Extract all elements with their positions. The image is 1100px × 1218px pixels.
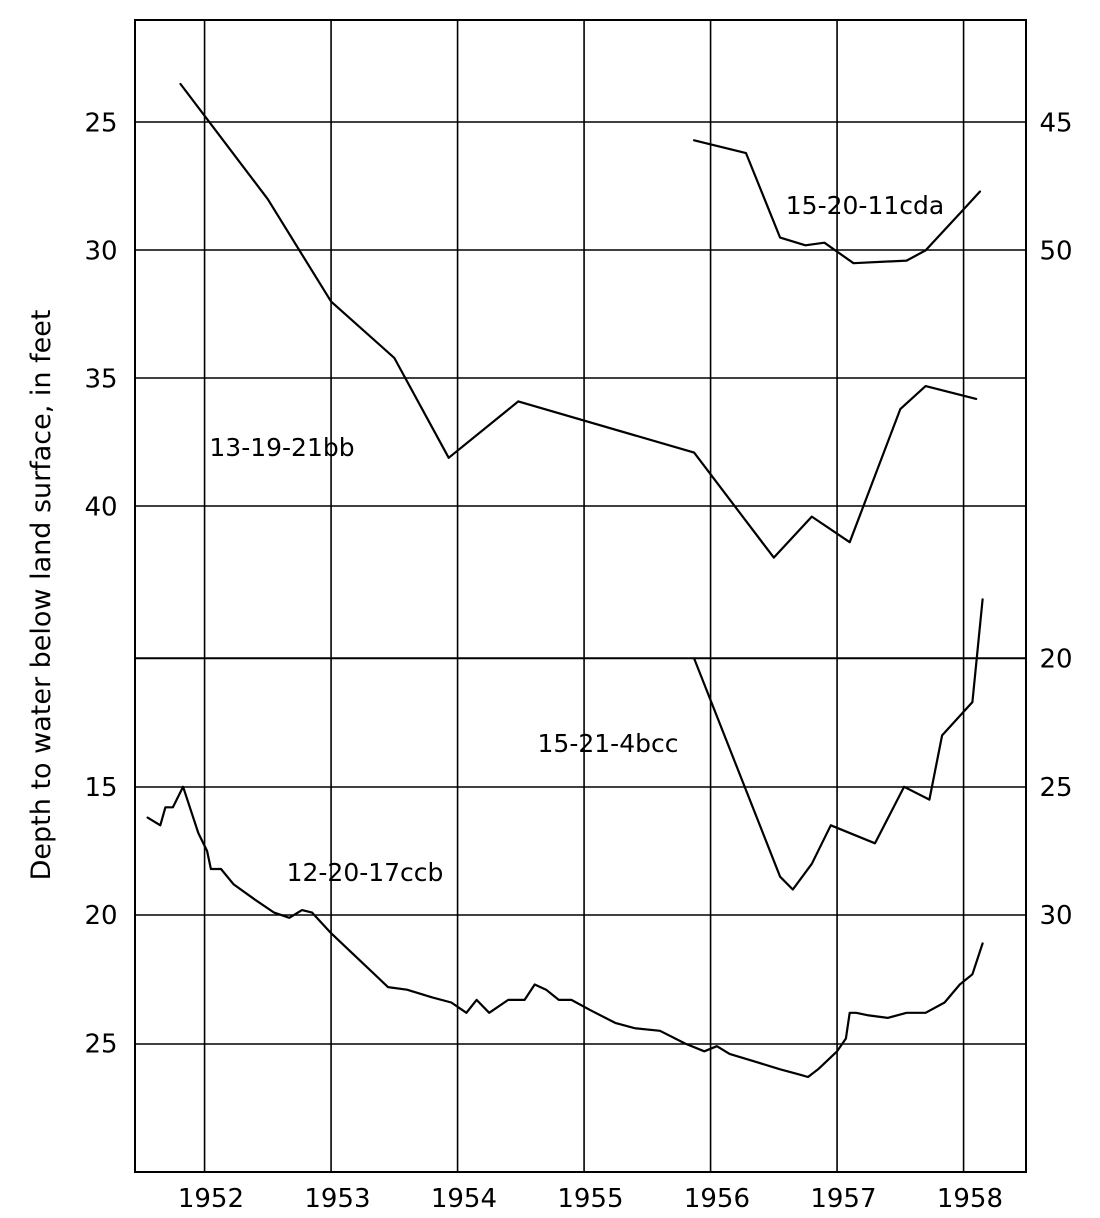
series-line-15-21-4bcc: [692, 598, 984, 891]
x-tick-label: 1957: [810, 1184, 876, 1214]
x-tick-label: 1954: [431, 1184, 497, 1214]
plot-frame: [134, 19, 1027, 1173]
series-label-13-19-21bb: 13-19-21bb: [209, 433, 354, 462]
y-tick-label-right: 25: [1039, 773, 1072, 803]
x-tick-label: 1956: [684, 1184, 750, 1214]
y-tick-label-left: 20: [84, 901, 117, 931]
y-tick-label-left: 25: [84, 1030, 117, 1060]
y-tick-label-right: 50: [1039, 236, 1072, 266]
y-axis-label: Depth to water below land surface, in fe…: [26, 310, 57, 881]
y-tick-label-right: 20: [1039, 644, 1072, 674]
x-tick-label: 1952: [178, 1184, 244, 1214]
x-tick-label: 1958: [937, 1184, 1003, 1214]
y-tick-label-left: 40: [84, 492, 117, 522]
y-tick-label-left: 15: [84, 773, 117, 803]
y-tick-label-left: 25: [84, 108, 117, 138]
y-tick-label-left: 35: [84, 364, 117, 394]
series-lines: [146, 82, 984, 1079]
y-tick-label-left: 30: [84, 236, 117, 266]
series-line-15-20-11cda: [692, 139, 982, 265]
series-line-12-20-17ccb: [146, 785, 984, 1079]
x-tick-label: 1953: [304, 1184, 370, 1214]
series-label-15-20-11cda: 15-20-11cda: [786, 191, 944, 220]
grid-lines: [135, 20, 1026, 1172]
series-labels: 13-19-21bb 15-20-11cda 15-21-4bcc 12-20-17c…: [209, 191, 944, 887]
y-tick-label-right: 30: [1039, 901, 1072, 931]
tick-labels: 1952 1953 1954 1955 1956 1957 1958 25 30 35 40 45 50…: [84, 108, 1072, 1214]
y-tick-label-right: 45: [1039, 108, 1072, 138]
series-line-13-19-21bb: [179, 82, 978, 559]
series-label-15-21-4bcc: 15-21-4bcc: [538, 729, 679, 758]
x-tick-label: 1955: [557, 1184, 623, 1214]
series-label-12-20-17ccb: 12-20-17ccb: [287, 858, 444, 887]
